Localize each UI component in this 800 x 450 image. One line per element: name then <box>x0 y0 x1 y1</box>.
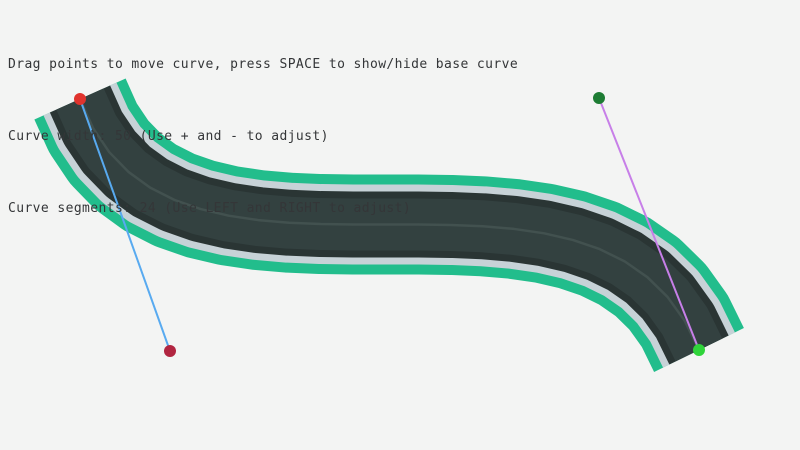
road-layer-center-line <box>78 98 701 351</box>
handle-line-0 <box>79 98 171 352</box>
control-point-end-anchor[interactable] <box>693 344 705 356</box>
control-points <box>74 92 705 357</box>
handle-line-1 <box>598 97 700 351</box>
control-point-start-anchor[interactable] <box>74 93 86 105</box>
road <box>34 77 744 372</box>
control-point-end-control[interactable] <box>593 92 605 104</box>
handle-lines <box>79 97 700 352</box>
control-point-start-control[interactable] <box>164 345 176 357</box>
